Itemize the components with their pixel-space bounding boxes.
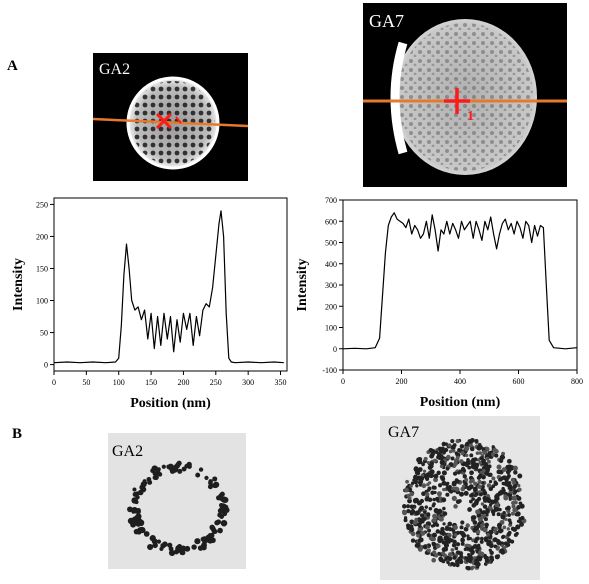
x-tick-label: 0 [52, 378, 56, 387]
x-tick-label: 200 [396, 377, 408, 386]
x-tick-label: 150 [145, 378, 157, 387]
intensity-series-line [53, 210, 284, 364]
intensity-series-line [342, 212, 578, 350]
x-tick-label: 600 [513, 377, 525, 386]
ga7-image-label: GA7 [369, 11, 404, 31]
ga7-aggregate-graphic [380, 416, 540, 580]
y-tick-label: 50 [40, 329, 48, 338]
plot-frame [342, 199, 578, 371]
marker-number-label: 1 [467, 109, 474, 124]
y-tick-label: 500 [325, 239, 337, 248]
cursor-marker [155, 112, 182, 130]
x-tick-label: 350 [275, 378, 287, 387]
y-tick-label: 700 [325, 196, 337, 205]
y-tick-label: 0 [44, 361, 48, 370]
y-tick-label: 400 [325, 260, 337, 269]
x-tick-label: 400 [454, 377, 466, 386]
x-tick-label: 250 [210, 378, 222, 387]
ga2-tem-image: GA2 [108, 433, 246, 569]
x-tick-label: 200 [177, 378, 189, 387]
plot-frame [53, 197, 288, 372]
ga7-fluorescence-image: 1 GA7 [363, 3, 567, 187]
y-tick-label: 150 [36, 264, 48, 273]
y-tick-label: 250 [36, 200, 48, 209]
ga2-tem-label: GA2 [112, 443, 144, 460]
x-tick-label: 800 [571, 377, 583, 386]
ga7-intensity-profile-chart: 0 200 400 600 800 -100 0 100 200 300 400 500 600 700 P… [295, 196, 583, 410]
panel-label-b: B [12, 426, 23, 442]
ga2-intensity-profile-chart: 0 50 100 150 200 250 300 350 0 50 100 150 200 250 Posi… [11, 197, 288, 411]
x-axis-title: Position (nm) [130, 396, 211, 411]
y-tick-label: 200 [325, 302, 337, 311]
x-tick-label: 0 [341, 377, 345, 386]
ga2-particle-graphic [93, 76, 248, 170]
panel-label-a: A [7, 58, 18, 74]
profile-line [93, 117, 248, 128]
ga2-image-label: GA2 [99, 61, 131, 78]
x-tick-label: 50 [82, 378, 90, 387]
y-tick-label: 0 [333, 345, 337, 354]
y-tick-label: 100 [325, 324, 337, 333]
y-tick-label: 600 [325, 217, 337, 226]
ga7-tem-image: GA7 [380, 416, 540, 580]
y-tick-label: 100 [36, 297, 48, 306]
cursor-marker [444, 88, 470, 114]
x-tick-label: 300 [242, 378, 254, 387]
ga2-fluorescence-image: GA2 [93, 53, 248, 181]
x-tick-label: 100 [113, 378, 125, 387]
y-tick-label: -100 [322, 366, 337, 375]
ga7-tem-label: GA7 [388, 424, 420, 441]
ga2-ring-graphic [108, 433, 246, 569]
y-tick-label: 200 [36, 232, 48, 241]
x-axis-title: Position (nm) [420, 395, 501, 410]
y-axis-title: Intensity [295, 259, 310, 312]
y-tick-label: 300 [325, 281, 337, 290]
ga7-particle-graphic: 1 [363, 19, 567, 175]
y-axis-title: Intensity [11, 258, 26, 311]
